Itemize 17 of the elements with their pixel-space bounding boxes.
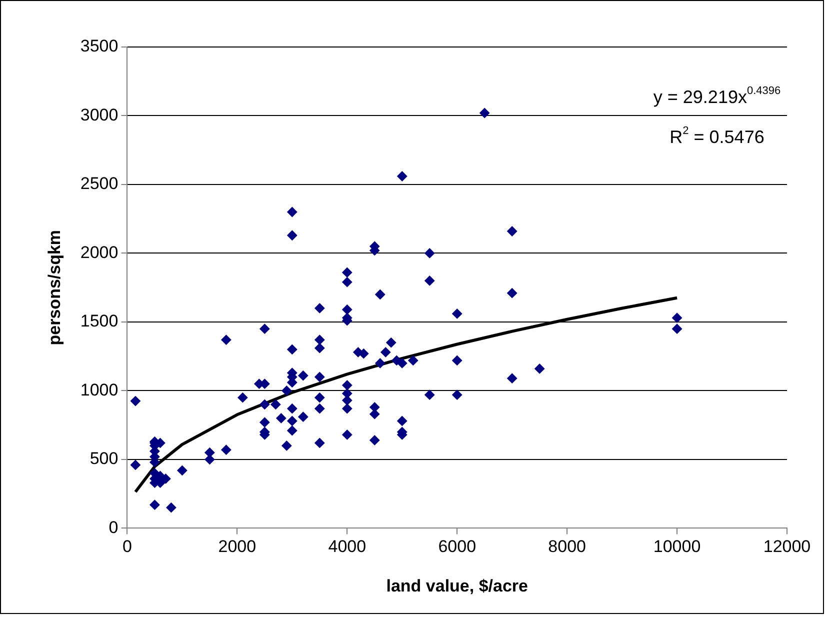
y-tick-label: 2000 xyxy=(80,242,118,262)
x-tick-label: 10000 xyxy=(653,537,701,556)
y-tick-label: 3000 xyxy=(80,105,118,124)
x-tick-label: 0 xyxy=(122,537,132,556)
y-tick-label: 1500 xyxy=(80,312,118,331)
y-tick-label: 0 xyxy=(108,518,118,537)
x-tick-label: 2000 xyxy=(218,537,256,556)
x-tick-label: 4000 xyxy=(328,537,366,556)
y-tick-label: 1000 xyxy=(80,380,118,400)
x-axis-title: land value, $/acre xyxy=(386,576,528,596)
x-tick-label: 8000 xyxy=(548,537,586,556)
y-axis-title: persons/sqkm xyxy=(44,230,64,346)
y-tick-label: 2500 xyxy=(80,174,118,194)
y-tick-label: 3500 xyxy=(80,36,118,56)
x-tick-label: 6000 xyxy=(438,537,476,556)
y-tick-label: 500 xyxy=(90,449,118,468)
x-tick-label: 12000 xyxy=(763,537,811,556)
